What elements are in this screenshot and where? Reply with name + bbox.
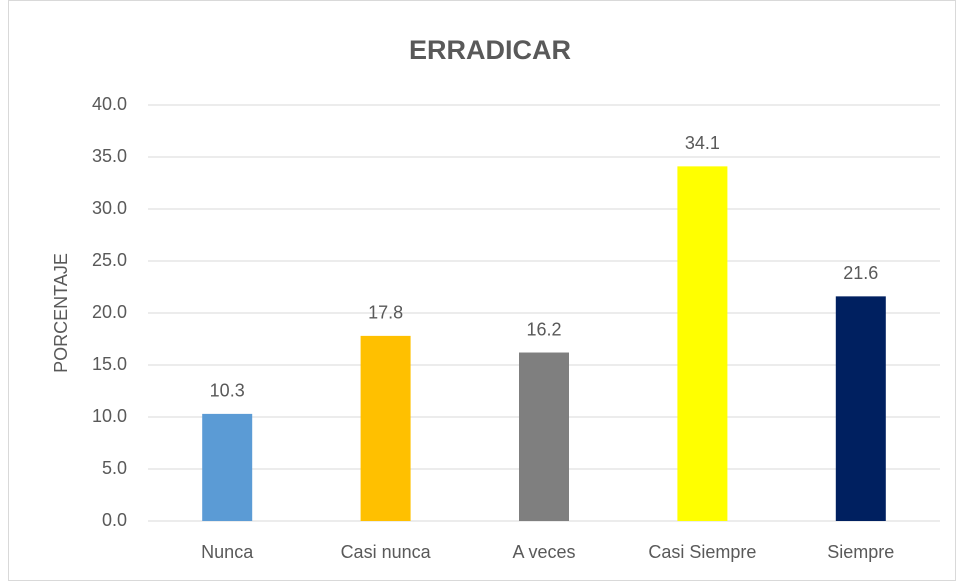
bar (202, 413, 253, 521)
x-tick-label: A veces (512, 542, 575, 562)
value-label: 10.3 (210, 381, 245, 401)
value-label: 21.6 (843, 263, 878, 283)
x-tick-label: Casi nunca (341, 542, 432, 562)
value-label: 34.1 (685, 133, 720, 153)
bar (677, 166, 728, 522)
y-tick-label: 10.0 (92, 406, 127, 426)
y-tick-label: 0.0 (102, 510, 127, 530)
x-tick-label: Siempre (827, 542, 894, 562)
value-label: 17.8 (368, 303, 403, 323)
value-label: 16.2 (526, 319, 561, 339)
y-tick-label: 35.0 (92, 146, 127, 166)
x-tick-label: Nunca (201, 542, 254, 562)
x-tick-label: Casi Siempre (648, 542, 756, 562)
chart-title: ERRADICAR (409, 35, 571, 65)
bar (835, 296, 886, 521)
y-axis-label: PORCENTAJE (51, 253, 71, 373)
y-tick-label: 20.0 (92, 302, 127, 322)
y-tick-label: 5.0 (102, 458, 127, 478)
bar (360, 335, 411, 521)
bar (519, 352, 569, 521)
chart-frame (8, 0, 956, 581)
y-tick-label: 15.0 (92, 354, 127, 374)
y-tick-label: 25.0 (92, 250, 127, 270)
y-tick-label: 30.0 (92, 198, 127, 218)
y-tick-label: 40.0 (92, 94, 127, 114)
